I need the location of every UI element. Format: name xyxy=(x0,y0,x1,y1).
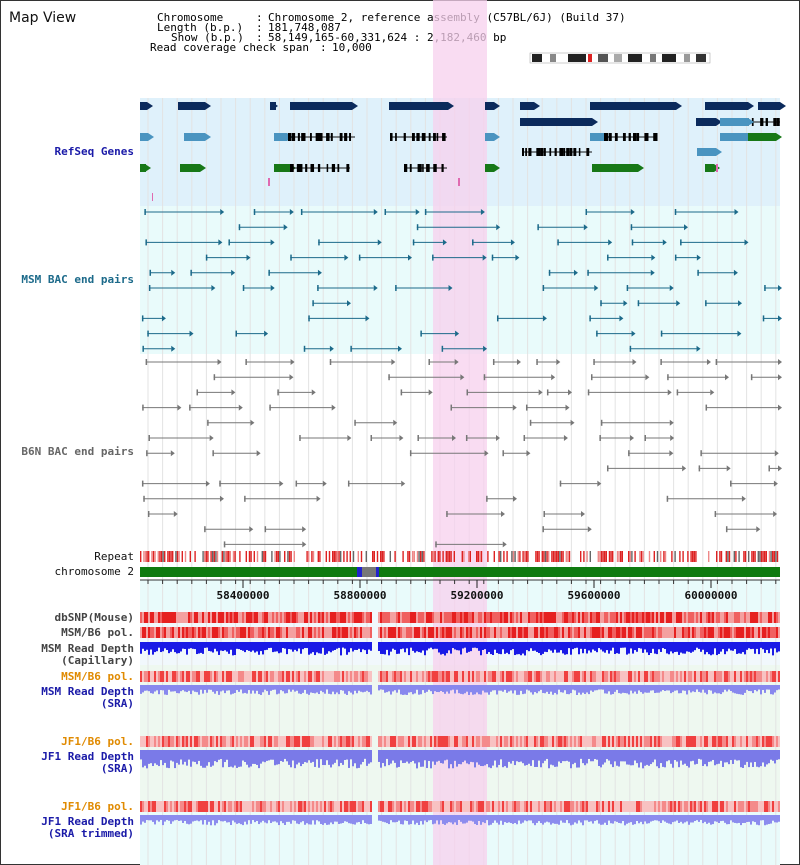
axis-tick-label-1: 58800000 xyxy=(334,589,387,602)
label-msm-pol-1: MSM/B6 pol. xyxy=(61,626,134,639)
gene-row1-0 xyxy=(140,102,147,110)
gene-row2-0 xyxy=(520,118,592,126)
chromosome-key: Chromosome xyxy=(157,11,224,24)
length-key: Length (b.p.) xyxy=(157,21,244,34)
gene-row1-5 xyxy=(485,102,494,110)
label-dbsnp: dbSNP(Mouse) xyxy=(54,611,134,624)
label-jf1-pol-2: JF1/B6 pol. xyxy=(61,800,134,813)
gene-row5-4 xyxy=(592,164,638,172)
label-msm-bac: MSM BAC end pairs xyxy=(21,273,134,286)
jf1-pol-heatmap-2 xyxy=(140,801,780,812)
gene-row1-6 xyxy=(520,102,534,110)
label-jf1-depth-2: (SRA) xyxy=(100,762,134,775)
gene-row3-3 xyxy=(485,133,494,141)
msm-pol-heatmap-2 xyxy=(140,671,780,682)
position-axis: 58400000 58800000 59200000 59600000 60000000 xyxy=(140,579,780,602)
chromosome-ideogram[interactable] xyxy=(529,52,711,64)
heatmap-tracks[interactable] xyxy=(140,612,780,812)
refseq-genes-track[interactable] xyxy=(140,102,786,201)
axis-tick-label-2: 59200000 xyxy=(451,589,504,602)
span-sep: : xyxy=(320,41,327,54)
repeat-track[interactable] xyxy=(140,551,779,562)
gene-row3-1 xyxy=(184,133,205,141)
gene-row2-1 xyxy=(696,118,716,126)
axis-tick-label-4: 60000000 xyxy=(685,589,738,602)
gene-row2-2 xyxy=(720,118,748,126)
page-title: Map View xyxy=(9,10,77,26)
chromosome-sep: : xyxy=(256,11,263,24)
label-msm-depth-sra-2: (SRA) xyxy=(100,697,134,710)
gene-row3-4 xyxy=(590,133,604,141)
length-sep: : xyxy=(256,21,263,34)
gene-row5-1 xyxy=(180,164,200,172)
gene-row3-0 xyxy=(140,133,148,141)
label-chromosome: chromosome 2 xyxy=(54,565,134,578)
label-b6n-bac: B6N BAC end pairs xyxy=(21,445,134,458)
msm-depth-capillary xyxy=(140,642,780,656)
show-key: Show (b.p.) xyxy=(171,31,244,44)
gene-row1-1 xyxy=(178,102,205,110)
b6n-bac-end-pairs-track[interactable] xyxy=(141,359,782,548)
axis-tick-label-3: 59600000 xyxy=(568,589,621,602)
jf1-depth-sra-trimmed xyxy=(140,815,780,826)
label-msm-depth-sra-1: MSM Read Depth xyxy=(41,685,134,698)
gene-row5-5 xyxy=(705,164,714,172)
jf1-depth-sra xyxy=(140,750,780,769)
read-depth-tracks[interactable] xyxy=(140,642,780,826)
gene-row5-0 xyxy=(140,164,146,172)
label-msm-pol-2: MSM/B6 pol. xyxy=(61,670,134,683)
show-sep: : xyxy=(256,31,263,44)
gene-row5-2 xyxy=(274,164,290,172)
gene-row1-8 xyxy=(705,102,748,110)
label-jf1-depth-1: JF1 Read Depth xyxy=(41,750,134,763)
gene-row1-4 xyxy=(389,102,448,110)
label-jf1-pol-1: JF1/B6 pol. xyxy=(61,735,134,748)
gene-row3-5 xyxy=(720,133,748,141)
label-msm-depth-cap-1: MSM Read Depth xyxy=(41,642,134,655)
selection-highlight[interactable] xyxy=(433,0,487,865)
span-key: Read coverage check span xyxy=(150,41,309,54)
label-jf1-trim-2: (SRA trimmed) xyxy=(47,827,134,840)
label-repeat: Repeat xyxy=(94,550,134,563)
gene-row3-2 xyxy=(274,133,287,141)
chromosome-bar[interactable] xyxy=(140,567,780,577)
gene-row1-9 xyxy=(758,102,780,110)
label-jf1-trim-1: JF1 Read Depth xyxy=(41,815,134,828)
dbsnp-heatmap xyxy=(140,612,780,623)
label-refseq-genes: RefSeq Genes xyxy=(54,145,134,158)
length-value: 181,748,087 xyxy=(268,21,341,34)
gene-row1-3 xyxy=(290,102,352,110)
label-msm-depth-cap-2: (Capillary) xyxy=(61,654,134,667)
jf1-pol-heatmap-1 xyxy=(140,736,780,747)
gene-row1-7 xyxy=(590,102,676,110)
span-value: 10,000 xyxy=(332,41,372,54)
msm-bac-end-pairs-track[interactable] xyxy=(141,209,782,352)
msm-pol-heatmap-1 xyxy=(140,627,780,638)
gene-row3-green xyxy=(748,133,776,141)
msm-depth-sra xyxy=(140,685,780,695)
gene-row4-0 xyxy=(697,148,716,156)
gene-row5-3 xyxy=(485,164,494,172)
axis-tick-label-0: 58400000 xyxy=(217,589,270,602)
